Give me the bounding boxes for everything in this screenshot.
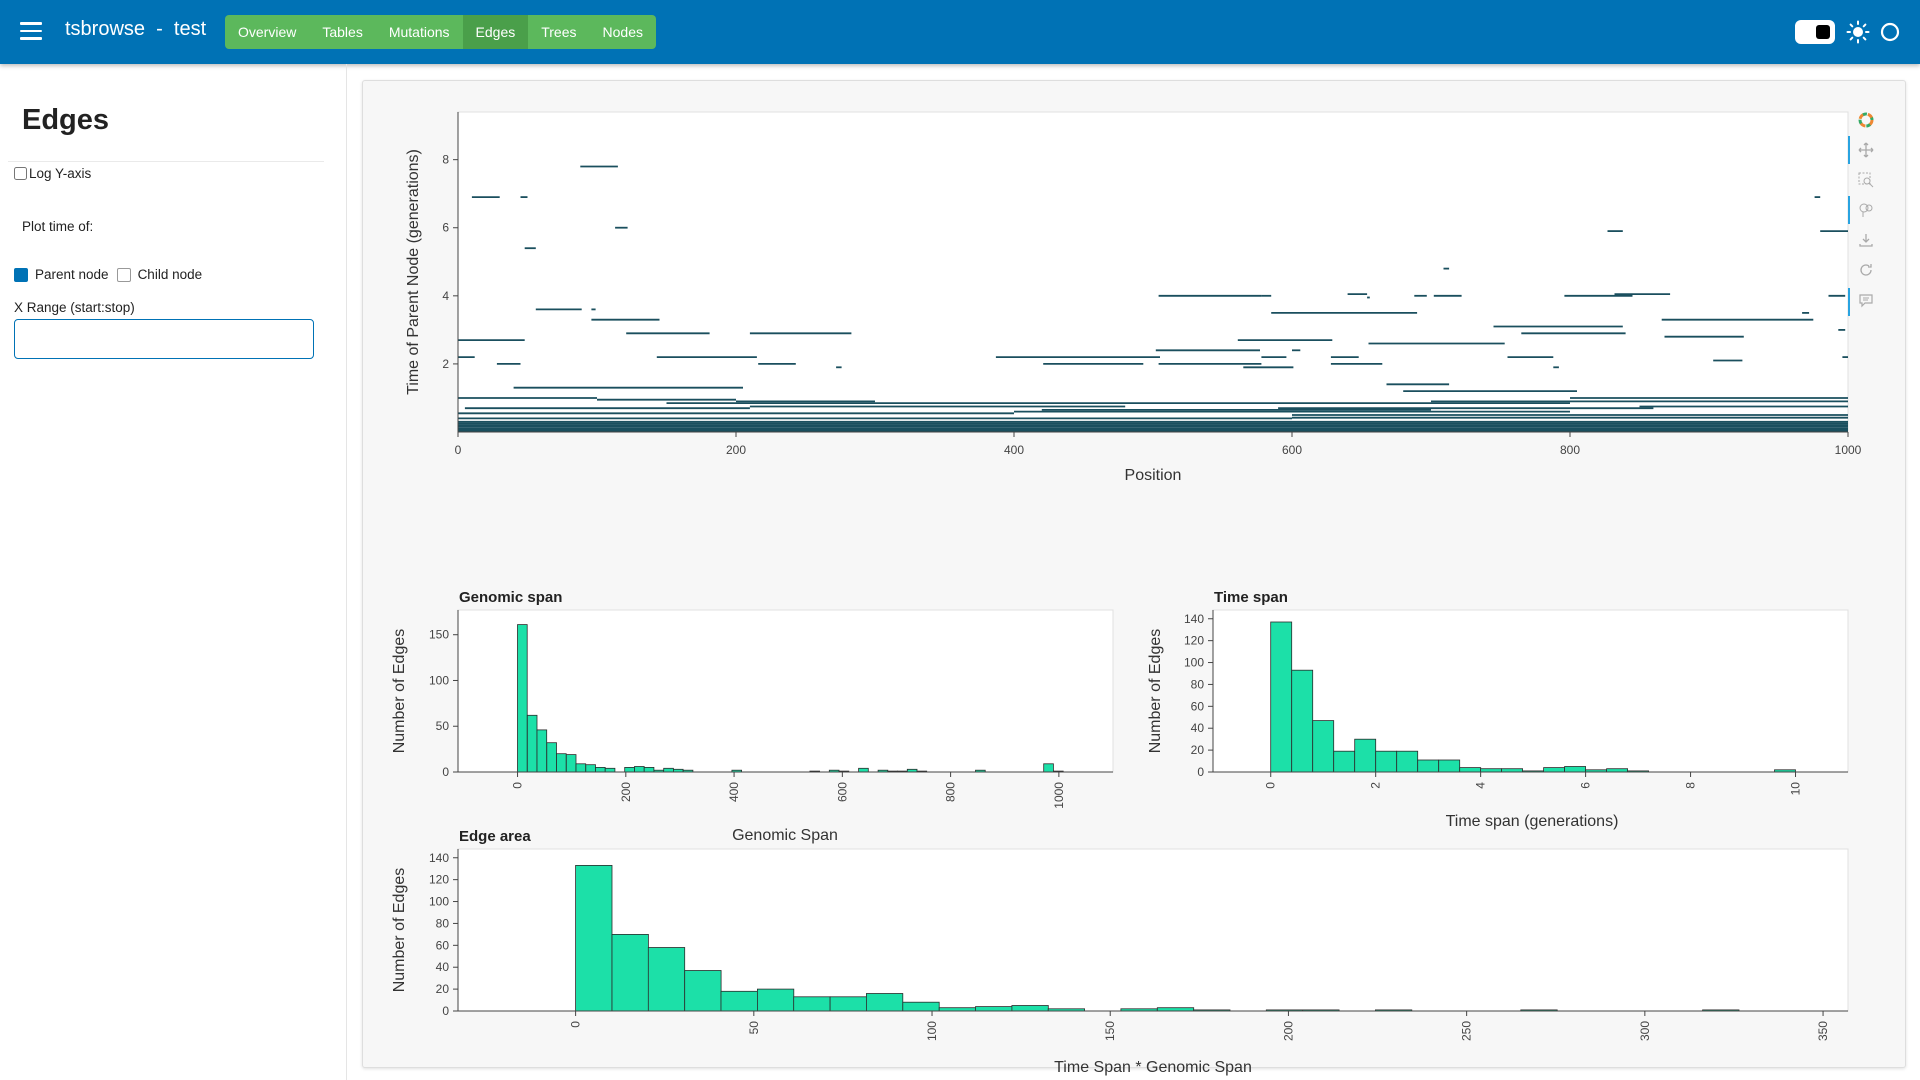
sidebar: Edges Log Y-axis Plot time of: Parent no… xyxy=(0,64,347,1080)
toggle-knob xyxy=(1816,25,1830,39)
save-icon[interactable] xyxy=(1858,232,1874,248)
wheel-zoom-icon[interactable] xyxy=(1858,202,1874,218)
sidebar-title: Edges xyxy=(22,104,110,136)
tab-mutations[interactable]: Mutations xyxy=(388,24,450,40)
toolbar-active-marker xyxy=(1848,288,1850,316)
sidebar-divider xyxy=(8,161,324,162)
hover-icon[interactable] xyxy=(1858,292,1874,308)
parent-node-checkbox[interactable] xyxy=(14,267,28,282)
tab-nodes[interactable]: Nodes xyxy=(602,24,643,40)
tab-trees[interactable]: Trees xyxy=(541,24,577,40)
app-title: tsbrowse - test xyxy=(65,18,207,40)
tab-edges[interactable]: Edges xyxy=(462,15,529,49)
plot-time-label: Plot time of: xyxy=(22,219,94,234)
parent-node-label: Parent node xyxy=(35,267,109,282)
box-zoom-icon[interactable] xyxy=(1858,172,1874,188)
log-y-option[interactable]: Log Y-axis xyxy=(14,166,91,181)
status-circle-icon xyxy=(1880,22,1900,42)
child-node-label: Child node xyxy=(137,267,203,282)
bokeh-logo-icon[interactable] xyxy=(1858,112,1874,128)
menu-icon[interactable] xyxy=(20,22,42,40)
toolbar-active-marker xyxy=(1848,136,1850,164)
top-header: tsbrowse - test Overview Tables Mutation… xyxy=(0,0,1920,64)
tab-overview[interactable]: Overview xyxy=(238,24,297,40)
log-y-label: Log Y-axis xyxy=(29,166,92,181)
tab-tables[interactable]: Tables xyxy=(322,24,363,40)
node-selector: Parent node Child node xyxy=(14,267,202,282)
x-range-label: X Range (start:stop) xyxy=(14,300,135,315)
log-y-checkbox[interactable] xyxy=(14,167,27,180)
nav-tabs: Overview Tables Mutations Edges Trees No… xyxy=(225,15,656,49)
sun-icon[interactable] xyxy=(1846,20,1870,44)
plot-card xyxy=(362,80,1906,1068)
child-node-checkbox[interactable] xyxy=(116,267,131,282)
theme-toggle[interactable] xyxy=(1795,20,1835,44)
x-range-input[interactable] xyxy=(14,319,314,359)
reset-icon[interactable] xyxy=(1858,262,1874,278)
pan-icon[interactable] xyxy=(1858,142,1874,158)
toolbar-active-marker xyxy=(1848,196,1850,224)
plot-toolbar xyxy=(1848,108,1880,318)
